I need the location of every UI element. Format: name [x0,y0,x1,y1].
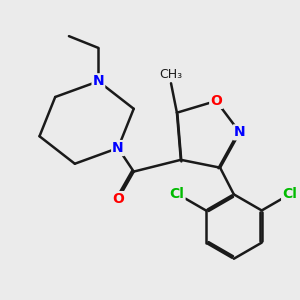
Text: N: N [93,74,104,88]
Text: Cl: Cl [169,187,184,201]
Text: O: O [210,94,222,108]
Text: CH₃: CH₃ [160,68,183,81]
Text: N: N [112,141,124,155]
Text: N: N [234,125,245,139]
Text: Cl: Cl [282,188,297,201]
Text: O: O [112,192,124,206]
